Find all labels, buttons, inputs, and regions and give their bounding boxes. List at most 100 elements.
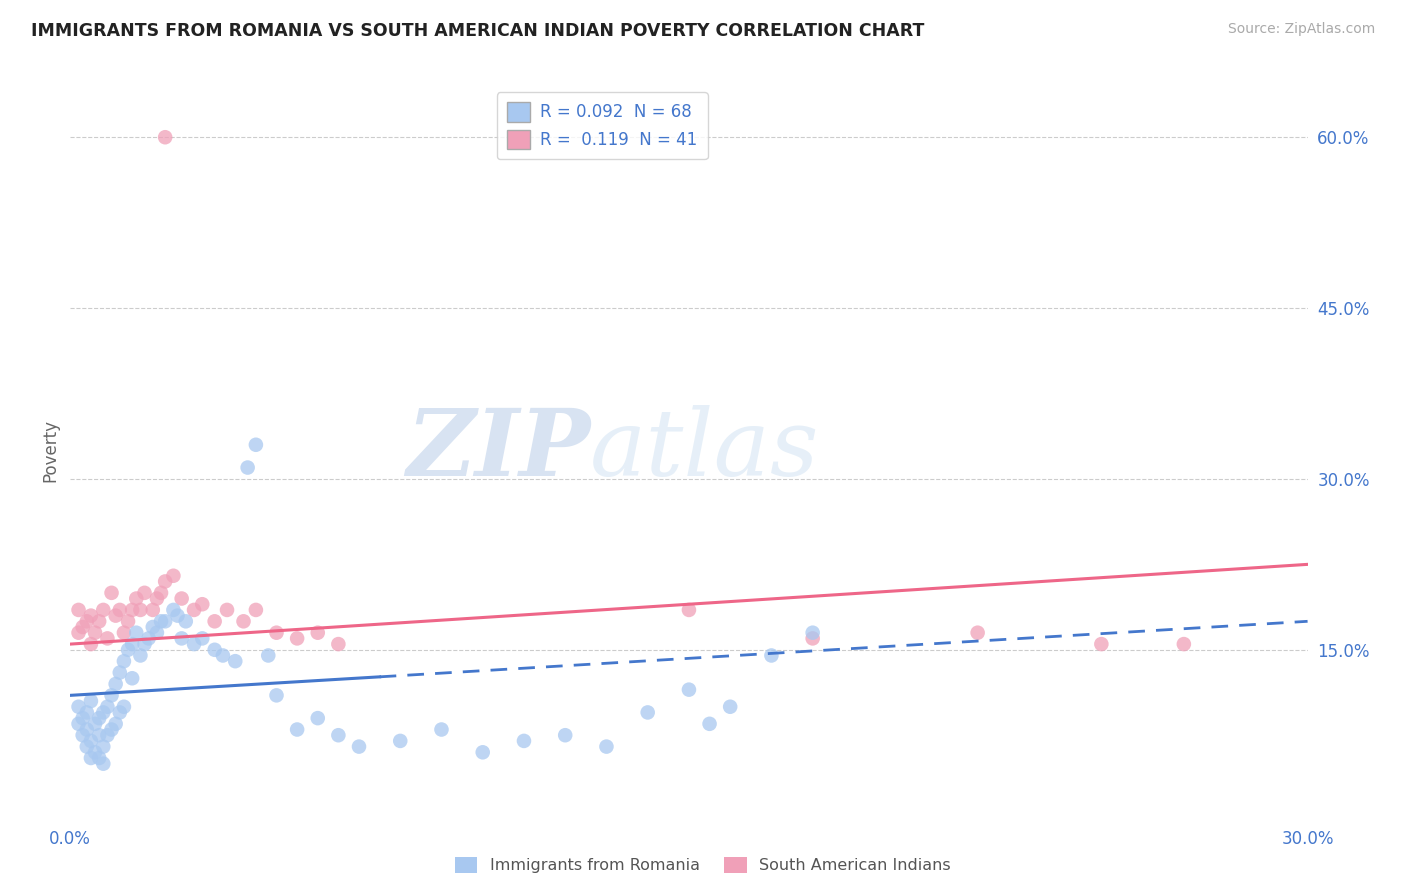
Point	[96, 699, 118, 714]
Point	[67, 625, 90, 640]
Point	[96, 632, 118, 646]
Point	[67, 716, 90, 731]
Point	[146, 625, 169, 640]
Point	[801, 625, 824, 640]
Point	[215, 603, 238, 617]
Legend: Immigrants from Romania, South American Indians: Immigrants from Romania, South American …	[449, 850, 957, 880]
Point	[108, 665, 131, 680]
Point	[170, 632, 193, 646]
Point	[91, 739, 114, 754]
Point	[84, 716, 107, 731]
Point	[285, 723, 308, 737]
Point	[80, 608, 103, 623]
Point	[72, 711, 94, 725]
Point	[100, 586, 122, 600]
Point	[112, 699, 135, 714]
Point	[245, 438, 267, 452]
Point	[89, 728, 111, 742]
Point	[513, 734, 536, 748]
Point	[150, 615, 173, 629]
Point	[162, 568, 184, 582]
Point	[80, 637, 103, 651]
Point	[153, 574, 176, 589]
Point	[430, 723, 453, 737]
Point	[129, 603, 152, 617]
Point	[153, 615, 176, 629]
Point	[966, 625, 988, 640]
Point	[236, 460, 259, 475]
Point	[471, 745, 494, 759]
Point	[121, 603, 143, 617]
Legend: R = 0.092  N = 68, R =  0.119  N = 41: R = 0.092 N = 68, R = 0.119 N = 41	[498, 92, 707, 159]
Point	[307, 711, 329, 725]
Point	[108, 706, 131, 720]
Point	[328, 728, 350, 742]
Point	[232, 615, 254, 629]
Point	[89, 751, 111, 765]
Point	[1090, 637, 1112, 651]
Point	[129, 648, 152, 663]
Point	[134, 586, 156, 600]
Point	[266, 689, 288, 703]
Point	[76, 706, 98, 720]
Point	[150, 586, 173, 600]
Point	[89, 711, 111, 725]
Point	[166, 608, 188, 623]
Point	[104, 608, 127, 623]
Point	[191, 597, 214, 611]
Point	[718, 699, 741, 714]
Point	[84, 745, 107, 759]
Point	[146, 591, 169, 606]
Point	[104, 677, 127, 691]
Point	[170, 591, 193, 606]
Point	[245, 603, 267, 617]
Point	[125, 591, 148, 606]
Point	[699, 716, 721, 731]
Point	[183, 603, 205, 617]
Point	[125, 625, 148, 640]
Point	[801, 632, 824, 646]
Point	[1173, 637, 1195, 651]
Point	[80, 734, 103, 748]
Point	[204, 615, 226, 629]
Point	[91, 603, 114, 617]
Point	[117, 642, 139, 657]
Text: Source: ZipAtlas.com: Source: ZipAtlas.com	[1227, 22, 1375, 37]
Point	[142, 620, 165, 634]
Point	[138, 632, 160, 646]
Text: IMMIGRANTS FROM ROMANIA VS SOUTH AMERICAN INDIAN POVERTY CORRELATION CHART: IMMIGRANTS FROM ROMANIA VS SOUTH AMERICA…	[31, 22, 924, 40]
Point	[204, 642, 226, 657]
Point	[212, 648, 235, 663]
Point	[121, 637, 143, 651]
Point	[637, 706, 659, 720]
Point	[162, 603, 184, 617]
Point	[112, 625, 135, 640]
Point	[761, 648, 783, 663]
Point	[104, 716, 127, 731]
Point	[72, 620, 94, 634]
Point	[91, 706, 114, 720]
Point	[191, 632, 214, 646]
Point	[100, 723, 122, 737]
Point	[108, 603, 131, 617]
Y-axis label: Poverty: Poverty	[41, 419, 59, 482]
Point	[121, 671, 143, 685]
Point	[266, 625, 288, 640]
Point	[678, 603, 700, 617]
Point	[96, 728, 118, 742]
Point	[100, 689, 122, 703]
Point	[76, 723, 98, 737]
Point	[328, 637, 350, 651]
Point	[554, 728, 576, 742]
Point	[257, 648, 280, 663]
Point	[76, 615, 98, 629]
Point	[174, 615, 197, 629]
Point	[595, 739, 617, 754]
Point	[183, 637, 205, 651]
Point	[389, 734, 412, 748]
Point	[84, 625, 107, 640]
Point	[153, 130, 176, 145]
Point	[307, 625, 329, 640]
Point	[89, 615, 111, 629]
Text: atlas: atlas	[591, 406, 820, 495]
